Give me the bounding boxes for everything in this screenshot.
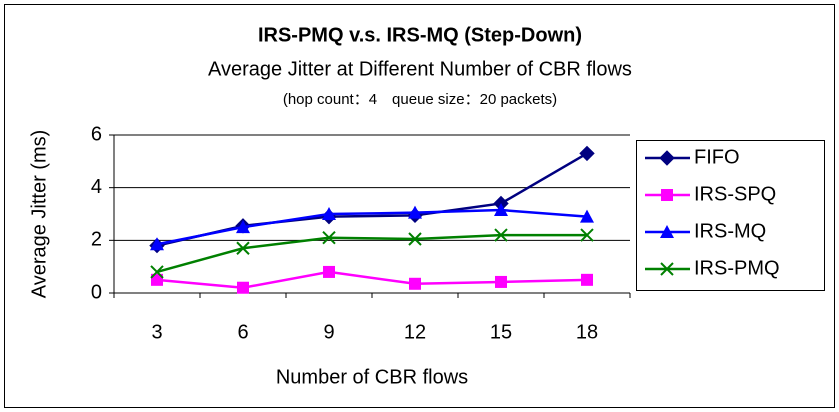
x-tick-label: 12 — [404, 321, 426, 343]
series-line — [156, 270, 588, 289]
x-tick-label: 3 — [151, 321, 162, 343]
marker — [408, 232, 422, 246]
x-tick-label: 6 — [237, 321, 248, 343]
marker — [237, 281, 249, 294]
y-tick-label: 4 — [91, 176, 102, 198]
marker — [151, 273, 163, 286]
marker — [322, 207, 336, 220]
marker — [236, 241, 250, 255]
marker — [494, 228, 508, 242]
y-tick-label: 6 — [91, 123, 102, 145]
chart-title: IRS-PMQ v.s. IRS-MQ (Step-Down) — [258, 24, 582, 46]
legend-label: FIFO — [694, 146, 740, 168]
legend-marker — [661, 189, 673, 201]
y-axis-label: Average Jitter (ms) — [28, 130, 50, 299]
marker — [495, 275, 507, 288]
legend-box — [636, 140, 825, 291]
marker — [236, 220, 250, 234]
x-axis-label: Number of CBR flows — [276, 366, 468, 388]
x-tick-label: 18 — [576, 321, 598, 343]
legend-marker — [659, 150, 675, 166]
marker — [150, 265, 164, 279]
chart-subtitle: Average Jitter at Different Number of CB… — [208, 58, 632, 80]
marker — [408, 205, 422, 219]
marker — [150, 237, 164, 251]
legend-label: IRS-PMQ — [694, 257, 780, 279]
marker — [581, 273, 593, 286]
annotation: (hop count：4 queue size：20 packets) — [283, 91, 557, 108]
legend-marker — [660, 262, 674, 276]
legend-marker — [660, 225, 674, 238]
y-tick-label: 0 — [91, 281, 102, 303]
marker — [323, 265, 335, 278]
x-tick-label: 9 — [323, 321, 334, 343]
legend-label: IRS-MQ — [694, 220, 766, 242]
x-tick-label: 15 — [490, 321, 512, 343]
marker — [580, 209, 594, 223]
y-tick-label: 2 — [91, 229, 102, 251]
marker — [579, 145, 595, 162]
legend-label: IRS-SPQ — [694, 183, 776, 205]
series-line — [156, 233, 587, 274]
series-line — [156, 208, 588, 246]
marker — [322, 230, 336, 245]
marker — [494, 203, 508, 217]
marker — [409, 277, 421, 290]
marker — [580, 228, 594, 242]
